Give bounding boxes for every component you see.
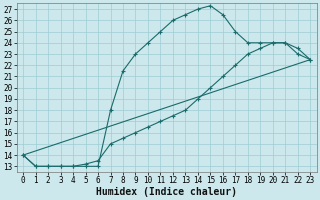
X-axis label: Humidex (Indice chaleur): Humidex (Indice chaleur)	[96, 186, 237, 197]
